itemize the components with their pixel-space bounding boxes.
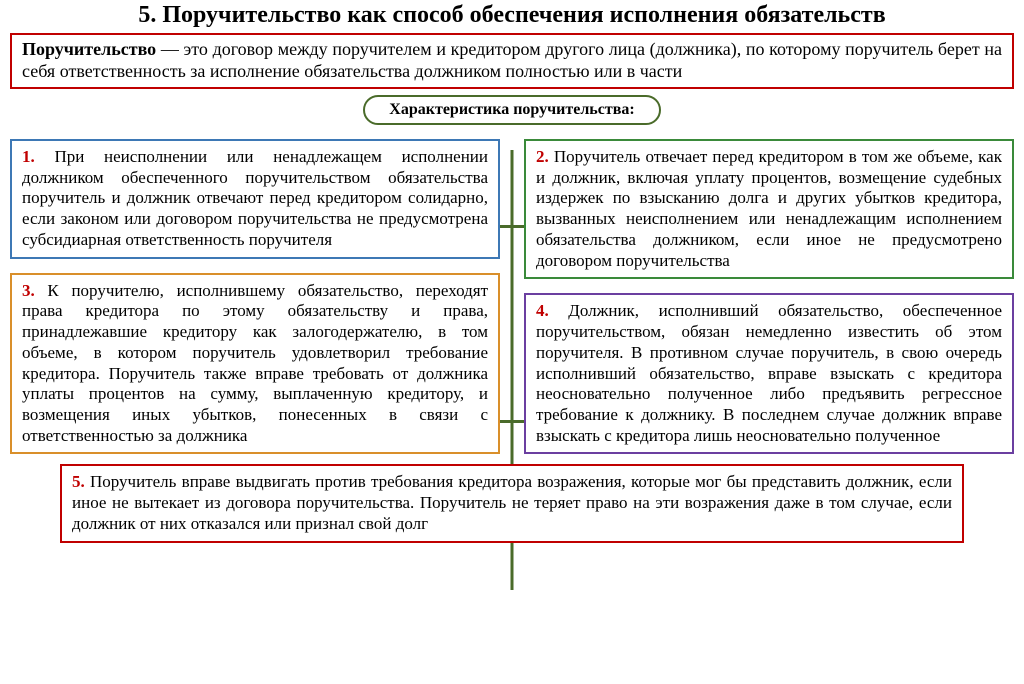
box-5-num: 5. [72, 472, 85, 491]
box-4: 4. Должник, исполнивший обязательство, о… [524, 293, 1014, 454]
box-1: 1. При неисполнении или ненадлежащем исп… [10, 139, 500, 259]
box-4-num: 4. [536, 301, 549, 320]
box-5-text: Поручитель вправе выдвигать против требо… [72, 472, 952, 532]
box-3-num: 3. [22, 281, 35, 300]
box-4-text: Должник, исполнивший обязательство, обес… [536, 301, 1002, 444]
column-left: 1. При неисполнении или ненадлежащем исп… [10, 139, 500, 455]
box-1-text: При неисполнении или ненадлежащем исполн… [22, 147, 488, 249]
boxes-grid: 1. При неисполнении или ненадлежащем исп… [10, 139, 1014, 455]
box-3-text: К поручителю, исполнившему обязательство… [22, 281, 488, 445]
page-title: 5. Поручительство как способ обеспечения… [0, 0, 1024, 33]
box-3: 3. К поручителю, исполнившему обязательс… [10, 273, 500, 455]
column-right: 2. Поручитель отвечает перед кредитором … [524, 139, 1014, 455]
box-1-num: 1. [22, 147, 35, 166]
definition-term: Поручительство [22, 39, 156, 59]
box-2-num: 2. [536, 147, 549, 166]
box-5-wrap: 5. Поручитель вправе выдвигать против тр… [60, 464, 964, 542]
definition-text: — это договор между поручителем и кредит… [22, 39, 1002, 81]
definition-box: Поручительство — это договор между поруч… [10, 33, 1014, 89]
box-2-text: Поручитель отвечает перед кредитором в т… [536, 147, 1002, 270]
box-5: 5. Поручитель вправе выдвигать против тр… [60, 464, 964, 542]
characteristic-heading: Характеристика поручительства: [0, 95, 1024, 125]
box-2: 2. Поручитель отвечает перед кредитором … [524, 139, 1014, 279]
characteristic-pill: Характеристика поручительства: [363, 95, 660, 125]
